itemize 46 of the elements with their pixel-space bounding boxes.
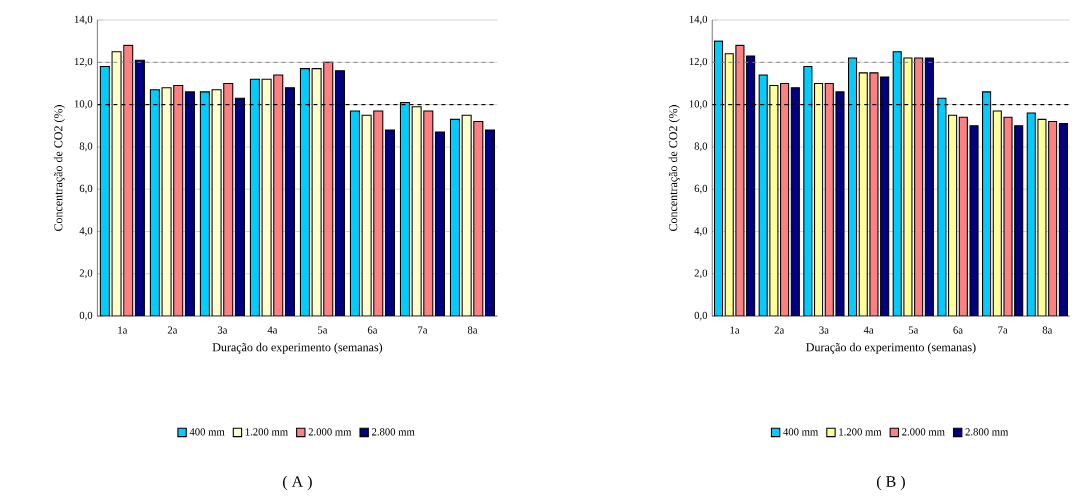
x-tick-label: 3a [819,326,829,334]
x-tick-label: 2a [167,326,178,334]
x-tick-label: 7a [418,326,428,334]
y-tick-label: 8,0 [79,142,93,152]
x-tick-label: 5a [318,326,328,334]
x-tick-label: 6a [367,326,378,334]
y-tick-label: 12,0 [74,58,93,67]
y-tick-label: 0,0 [694,311,708,321]
legend-label: 2.000 mm [902,428,945,436]
y-tick-label: 0,0 [79,311,93,321]
x-tick-label: 6a [953,326,963,334]
x-tick-label: 1a [730,326,740,334]
y-tick-label: 10,0 [689,100,708,110]
x-tick-label: 3a [217,326,228,334]
x-tick-label: 4a [267,326,278,334]
x-tick-label: 8a [467,326,478,334]
legend-label: 2.800 mm [372,428,415,436]
y-tick-label: 12,0 [689,58,708,67]
x-tick-label: 8a [1042,326,1053,334]
x-axis-title: Duração do experimento (semanas) [212,342,383,354]
y-tick-label: 6,0 [694,184,708,194]
y-tick-label: 14,0 [74,15,93,25]
legend-label: 2.800 mm [965,428,1009,436]
y-tick-label: 8,0 [694,142,708,152]
y-tick-label: 2,0 [694,269,708,279]
x-tick-label: 7a [998,326,1008,334]
y-tick-label: 2,0 [79,269,93,279]
y-axis-title: Concentração de CO2 (%) [53,105,65,232]
legend-label: 1.200 mm [839,428,882,436]
x-tick-label: 5a [908,326,919,334]
text: ( A ) [283,475,312,491]
y-axis-title: Concentração de CO2 (%) [668,105,680,232]
x-tick-label: 2a [774,326,785,334]
legend-label: 2.000 mm [308,428,352,436]
legend-label: 400 mm [783,428,819,436]
y-tick-label: 4,0 [694,227,708,236]
y-tick-label: 14,0 [689,15,708,25]
x-axis-title: Duração do experimento (semanas) [806,342,976,354]
legend-label: 1.200 mm [245,428,288,436]
x-tick-label: 1a [118,326,128,334]
y-tick-label: 6,0 [79,184,93,194]
y-tick-label: 10,0 [74,100,93,110]
legend-label: 400 mm [189,428,225,436]
x-tick-label: 4a [863,326,874,334]
y-tick-label: 4,0 [79,227,93,236]
text: ( B ) [876,475,905,491]
